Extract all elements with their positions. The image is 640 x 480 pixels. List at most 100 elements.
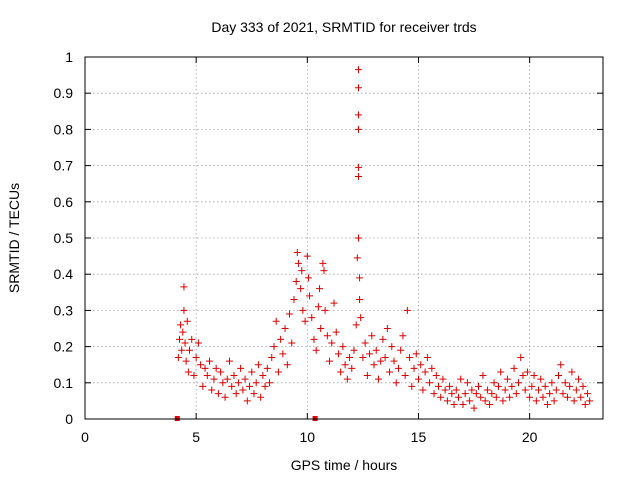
data-point <box>266 379 274 387</box>
data-point <box>543 401 551 409</box>
data-point <box>277 335 285 343</box>
data-point <box>575 375 583 383</box>
data-point <box>426 379 434 387</box>
data-point <box>341 361 349 369</box>
data-point <box>561 379 569 387</box>
data-point <box>461 390 469 398</box>
x-tick-label: 20 <box>522 429 538 445</box>
x-tick-label: 15 <box>411 429 427 445</box>
data-point <box>586 397 594 405</box>
data-point <box>374 375 382 383</box>
data-point <box>326 357 334 365</box>
data-point <box>528 382 536 390</box>
data-point <box>506 393 514 401</box>
data-point <box>246 382 254 390</box>
data-point <box>303 252 311 260</box>
data-point <box>175 335 183 343</box>
data-point <box>337 368 345 376</box>
data-point <box>314 303 322 311</box>
data-point <box>495 382 503 390</box>
x-tick-label: 5 <box>192 429 200 445</box>
data-point <box>323 332 331 340</box>
data-point <box>298 267 306 275</box>
y-tick-label: 0.2 <box>54 339 74 355</box>
data-point <box>183 317 191 325</box>
data-point <box>354 66 362 74</box>
data-point <box>417 361 425 369</box>
data-point <box>388 343 396 351</box>
data-point <box>210 375 218 383</box>
data-point <box>581 401 589 409</box>
data-point <box>408 382 416 390</box>
data-point <box>546 390 554 398</box>
data-point <box>299 306 307 314</box>
x-axis-label: GPS time / hours <box>291 457 398 473</box>
data-point <box>470 404 478 412</box>
data-point <box>463 379 471 387</box>
data-point <box>316 285 324 293</box>
data-point <box>263 364 271 372</box>
data-point <box>450 401 458 409</box>
data-point <box>194 339 202 347</box>
x-tick-label: 10 <box>300 429 316 445</box>
data-point <box>241 375 249 383</box>
data-point <box>334 350 342 358</box>
data-point <box>208 386 216 394</box>
data-point <box>354 125 362 133</box>
data-point <box>548 379 556 387</box>
data-point <box>519 372 527 380</box>
data-point <box>446 382 454 390</box>
data-point <box>383 325 391 332</box>
data-point <box>354 84 362 92</box>
data-point <box>252 379 260 387</box>
y-axis-label: SRMTID / TECUs <box>6 183 22 293</box>
data-point <box>386 368 394 376</box>
y-tick-label: 0.3 <box>54 302 74 318</box>
data-point <box>423 353 431 361</box>
data-point <box>286 310 294 318</box>
data-point <box>354 172 362 180</box>
data-point <box>317 325 325 332</box>
data-point <box>228 382 236 390</box>
data-point <box>226 357 234 365</box>
data-point <box>328 339 336 347</box>
data-point <box>555 372 563 380</box>
data-point <box>508 382 516 390</box>
data-point <box>570 397 578 405</box>
data-point <box>301 317 309 325</box>
data-point <box>203 372 211 380</box>
grid-layer <box>85 57 603 419</box>
data-point <box>510 364 518 372</box>
data-point <box>346 353 354 361</box>
data-point <box>381 353 389 361</box>
data-point <box>243 397 251 405</box>
y-tick-label: 0.8 <box>54 121 74 137</box>
data-point <box>356 274 364 282</box>
data-point <box>430 390 438 398</box>
data-point <box>182 357 190 365</box>
data-point <box>459 401 467 409</box>
data-point <box>354 111 362 119</box>
data-point <box>566 382 574 390</box>
data-point <box>401 372 409 380</box>
data-point <box>308 314 316 322</box>
data-point <box>268 353 276 361</box>
chart-title: Day 333 of 2021, SRMTID for receiver trd… <box>211 19 476 35</box>
data-point <box>292 277 300 285</box>
data-point <box>537 375 545 383</box>
data-point <box>577 393 585 401</box>
data-point <box>448 390 456 398</box>
data-point <box>414 375 422 383</box>
data-point <box>219 379 227 387</box>
data-point <box>579 382 587 390</box>
data-point <box>201 364 209 372</box>
data-point <box>499 397 507 405</box>
data-point <box>406 353 414 361</box>
data-point <box>330 299 338 307</box>
plot-frame <box>84 56 604 420</box>
data-point <box>535 386 543 394</box>
data-point <box>541 382 549 390</box>
data-point <box>332 328 340 336</box>
data-point <box>348 364 356 372</box>
